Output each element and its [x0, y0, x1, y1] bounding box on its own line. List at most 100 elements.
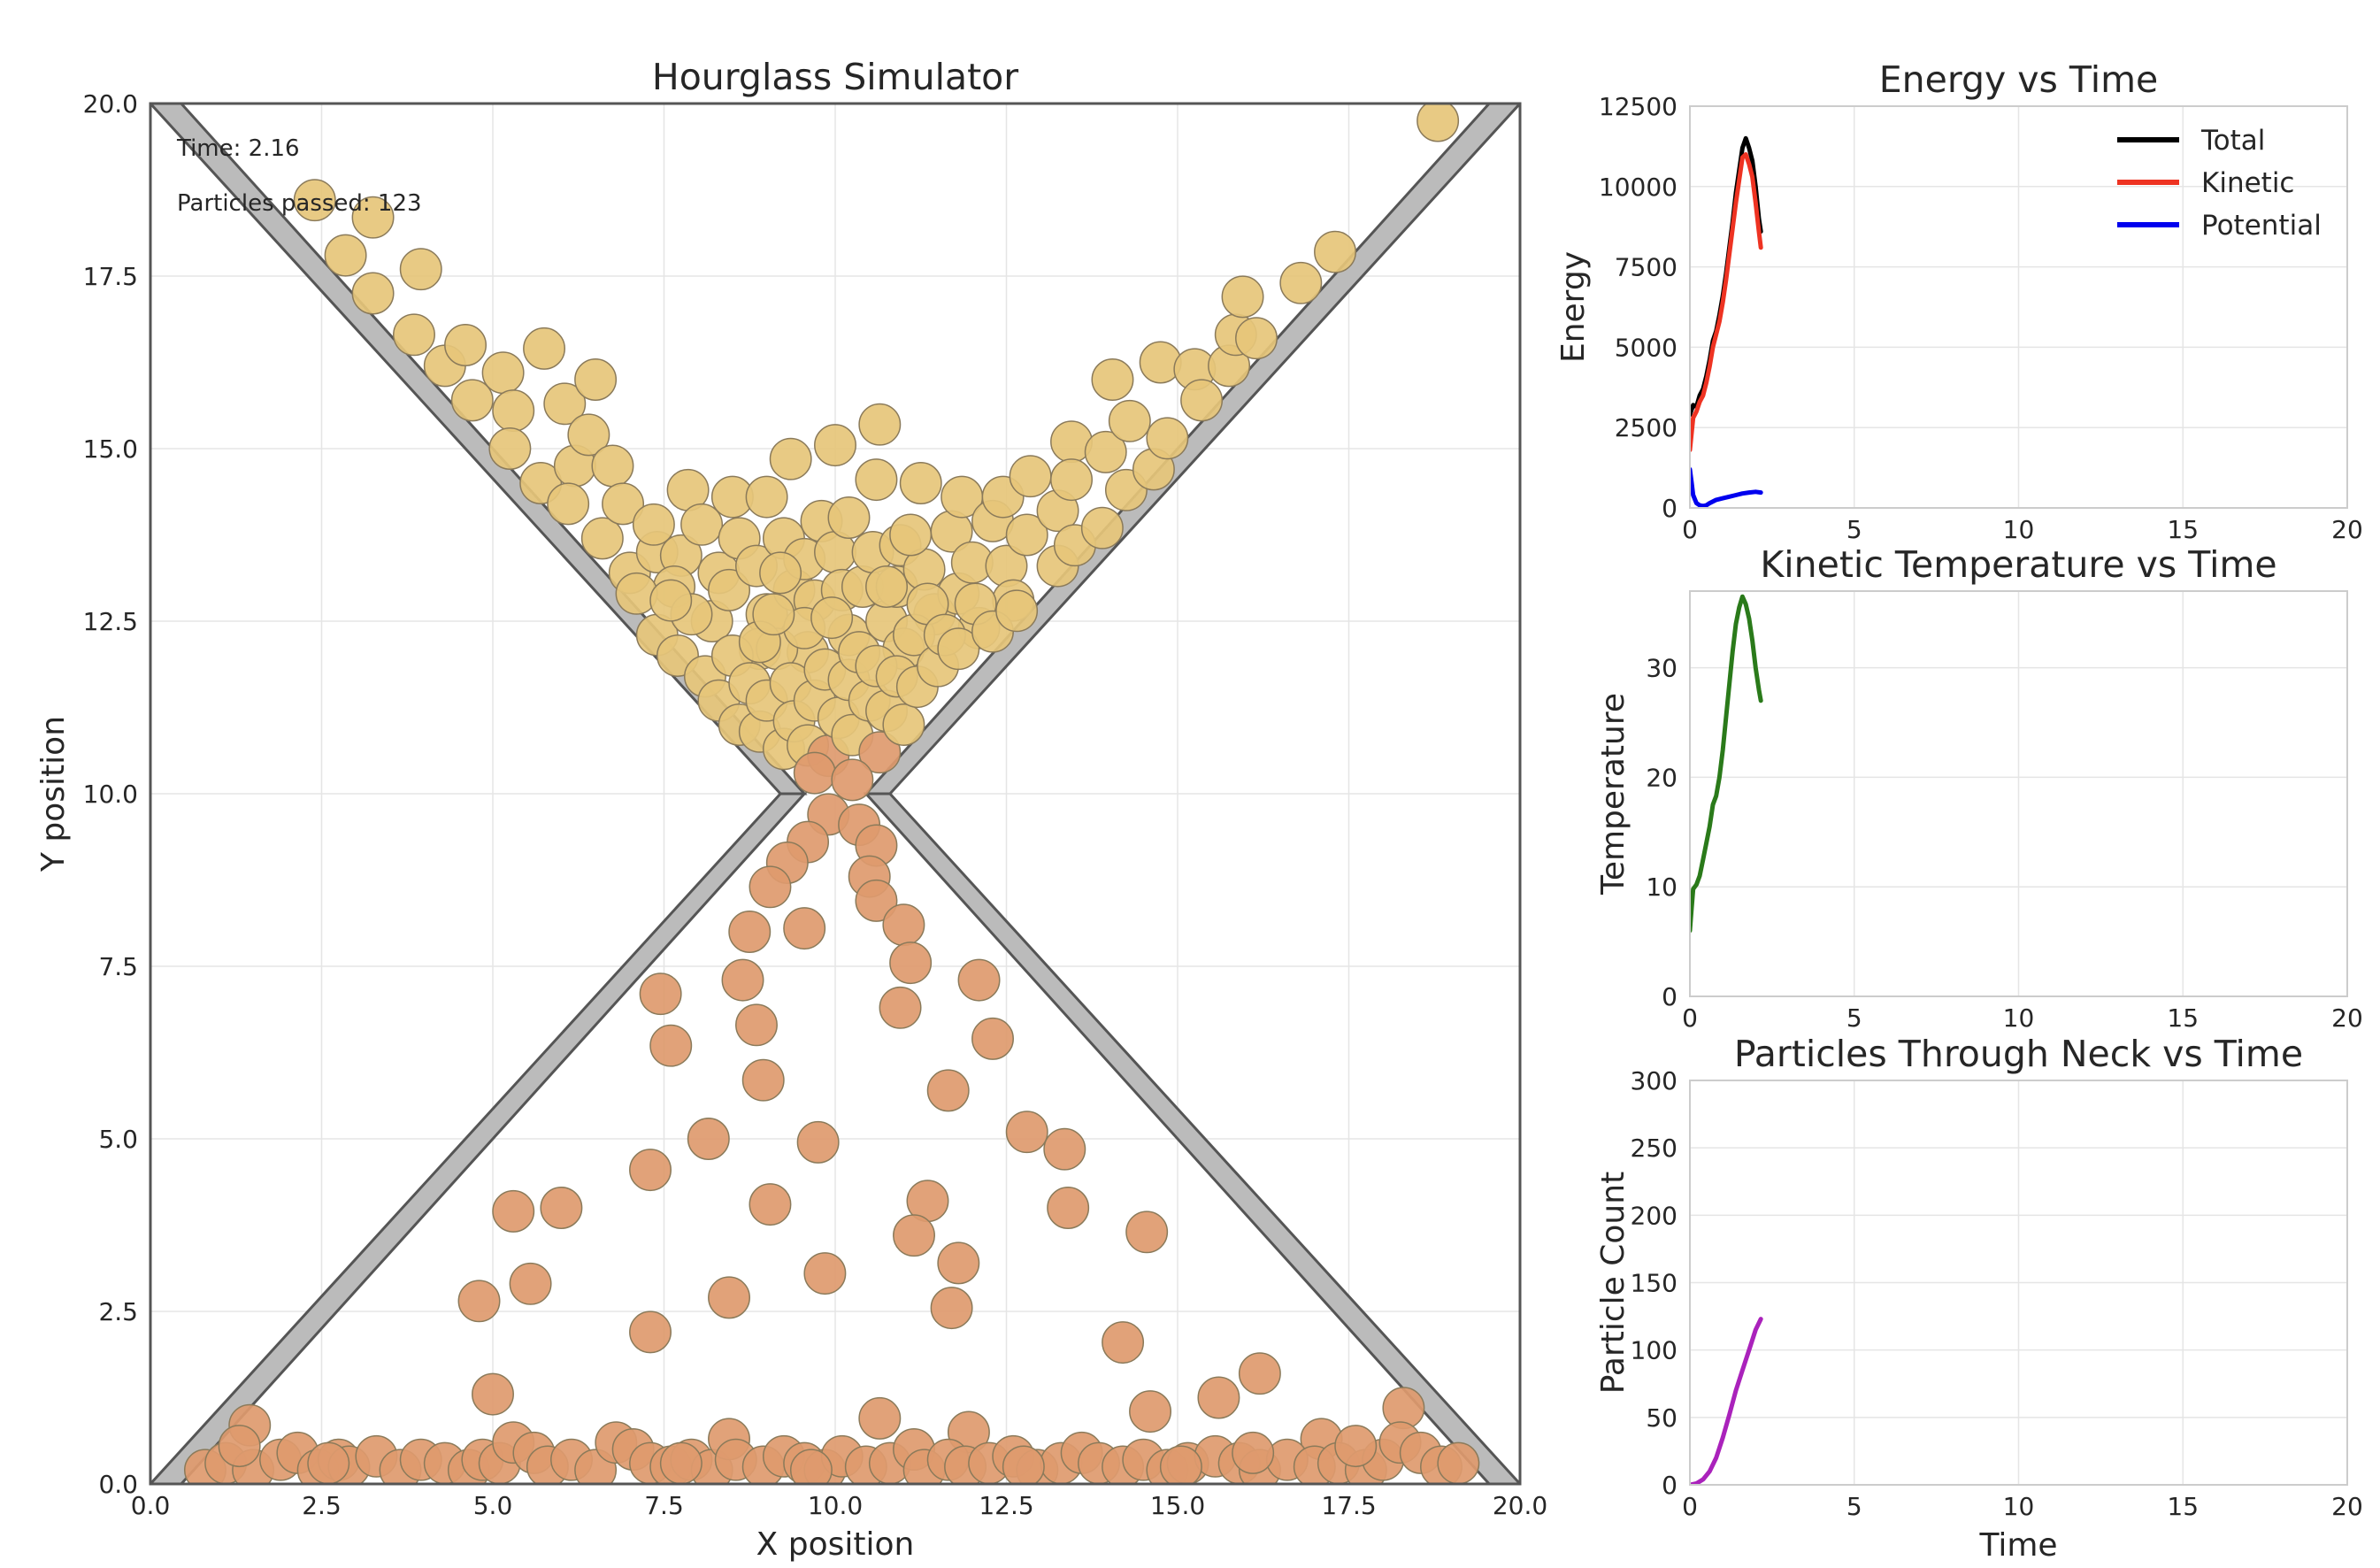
particle: [759, 551, 802, 595]
particle: [351, 196, 395, 239]
particle: [1232, 1431, 1275, 1474]
x-axis-label: X position: [756, 1526, 915, 1563]
particle: [1235, 317, 1278, 360]
particle: [307, 1441, 350, 1484]
x-tick-label: 15: [2167, 1492, 2199, 1521]
time-annotation: Time: 2.16: [176, 135, 300, 162]
x-tick-label: 0.0: [131, 1491, 171, 1520]
particle: [481, 351, 525, 395]
y-tick-label: 100: [1631, 1336, 1678, 1365]
particle: [858, 403, 902, 446]
particle: [687, 1118, 730, 1160]
particle: [858, 1396, 902, 1440]
y-tick-label: 20: [1646, 763, 1678, 792]
particle: [971, 1017, 1014, 1060]
particle: [567, 413, 610, 457]
particle: [793, 751, 836, 795]
axes-frame: [1689, 590, 2348, 997]
particle: [1146, 417, 1189, 460]
y-tick-label: 2.5: [98, 1297, 138, 1326]
particle: [1005, 1111, 1048, 1154]
plot-area: [150, 104, 1520, 1484]
y-axis-label: Y position: [35, 716, 72, 872]
y-tick-label: 200: [1631, 1201, 1678, 1230]
x-tick-label: 0: [1682, 1003, 1698, 1033]
particle: [708, 1276, 751, 1319]
energy-axes: 0 5 10 15 20 0 2500 5000 7500 10000 12500 Energy vs…: [1555, 58, 2363, 544]
x-tick-label: 15: [2167, 1003, 2199, 1033]
particle: [879, 986, 922, 1029]
particle: [752, 593, 795, 636]
y-tick-label: 10.0: [83, 780, 138, 809]
particle: [602, 482, 645, 526]
chart-title: Kinetic Temperature vs Time: [1760, 543, 2276, 586]
x-tick-label: 12.5: [979, 1491, 1033, 1520]
particle: [1047, 1187, 1090, 1229]
y-tick-label: 0.0: [98, 1470, 138, 1499]
particle: [444, 324, 488, 366]
particle: [882, 903, 925, 947]
particle: [889, 513, 933, 557]
x-tick-label: 10: [2003, 1492, 2035, 1521]
y-axis-label: Temperature: [1595, 693, 1631, 895]
legend-label: Total: [2200, 125, 2265, 157]
x-tick-label: 20: [2331, 515, 2363, 544]
y-tick-label: 50: [1646, 1403, 1678, 1433]
particle: [749, 865, 792, 909]
particle: [1091, 358, 1134, 401]
x-tick-label: 5: [1846, 515, 1862, 544]
particle: [937, 1241, 980, 1285]
particle: [803, 1252, 847, 1295]
particle: [937, 627, 980, 671]
particle: [509, 1262, 552, 1305]
particle: [351, 272, 395, 315]
particle: [1180, 379, 1224, 422]
x-tick-label: 10.0: [808, 1491, 863, 1520]
particle: [1050, 458, 1094, 502]
y-tick-label: 250: [1631, 1134, 1678, 1163]
particle: [574, 358, 618, 401]
y-axis-label: Energy: [1555, 251, 1592, 363]
particle: [1279, 261, 1323, 304]
particle: [540, 1187, 583, 1229]
y-tick-label: 10: [1646, 872, 1678, 902]
particle: [649, 1024, 693, 1067]
particle: [492, 389, 535, 433]
series-line-neck: [1690, 1317, 1763, 1485]
particle: [1084, 430, 1127, 473]
particle: [745, 475, 788, 519]
hourglass-axes: 0.0 2.5 5.0 7.5 10.0 12.5 15.0 17.5 20.0 0.0 2.5 5.…: [35, 56, 1547, 1563]
particle: [930, 1287, 973, 1330]
particle: [831, 758, 874, 802]
particle: [393, 313, 435, 357]
particle: [721, 958, 764, 1002]
particle: [1314, 230, 1356, 273]
particle: [855, 458, 898, 502]
particle: [783, 907, 826, 950]
x-tick-label: 20: [2331, 1492, 2363, 1521]
hourglass-wall: [863, 792, 1520, 1484]
legend-label: Potential: [2201, 210, 2322, 242]
particle: [814, 424, 856, 467]
plot-area: [1690, 594, 1763, 934]
particle: [629, 1311, 672, 1354]
x-tick-label: 15.0: [1150, 1491, 1205, 1520]
y-tick-label: 15.0: [83, 434, 138, 464]
particle: [827, 496, 871, 539]
particle: [889, 942, 933, 985]
y-tick-label: 0: [1662, 1471, 1678, 1500]
x-tick-label: 0: [1682, 1492, 1698, 1521]
particle: [1080, 506, 1124, 550]
x-tick-label: 17.5: [1321, 1491, 1376, 1520]
particle: [708, 568, 751, 611]
particle: [893, 1214, 935, 1257]
particle: [810, 596, 854, 640]
x-tick-label: 10: [2003, 1003, 2035, 1033]
y-tick-label: 7.5: [98, 952, 138, 981]
particle: [1002, 1445, 1045, 1484]
y-tick-label: 7500: [1615, 253, 1678, 282]
particle: [1125, 1211, 1169, 1254]
y-tick-label: 12.5: [83, 607, 138, 636]
plot-area: [1690, 135, 1763, 508]
x-tick-label: 2.5: [302, 1491, 342, 1520]
